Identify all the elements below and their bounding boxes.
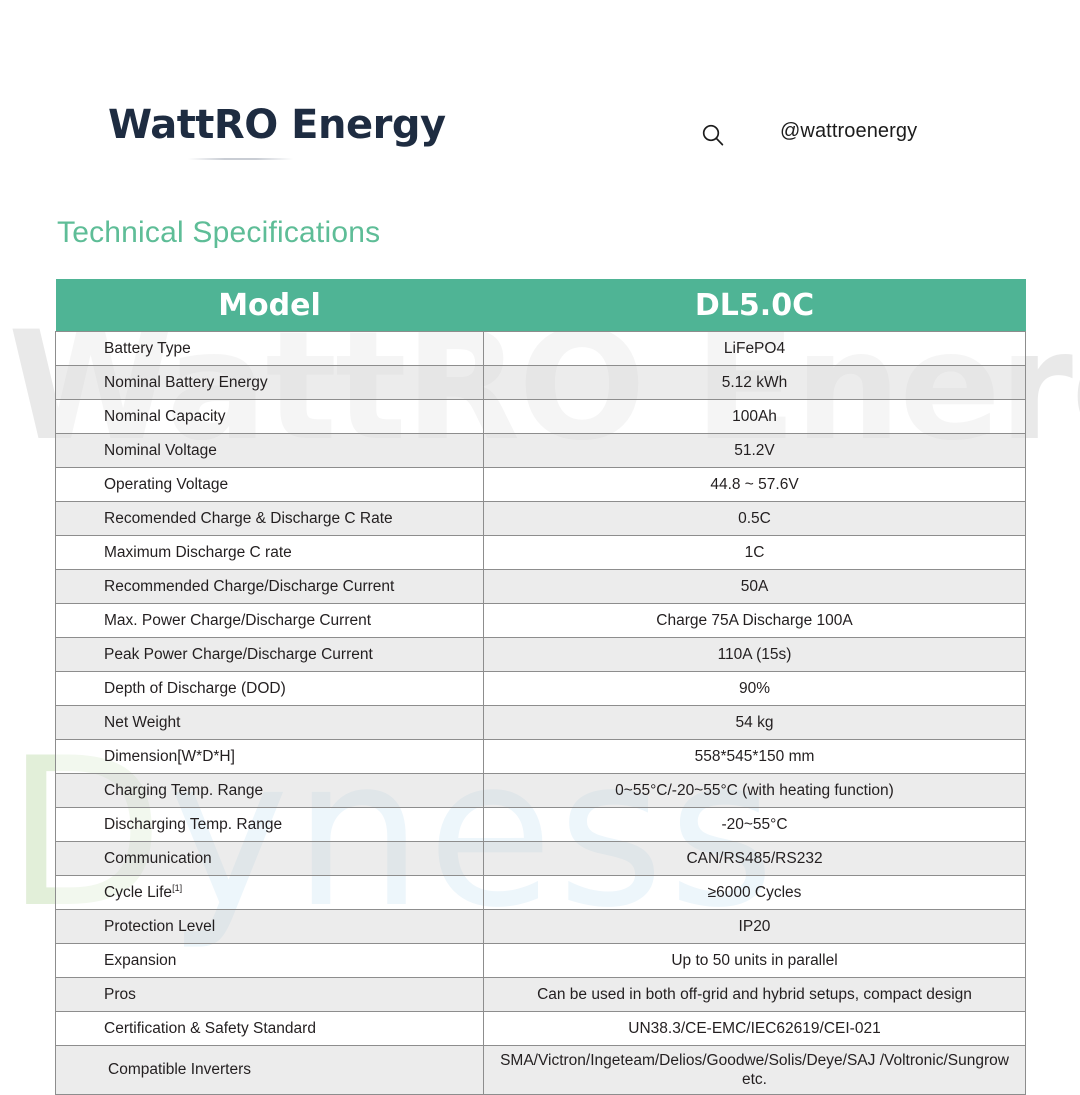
table-header-model: Model bbox=[55, 279, 484, 332]
spec-value: ≥6000 Cycles bbox=[483, 875, 1026, 910]
table-row: Depth of Discharge (DOD) 90% bbox=[55, 671, 1026, 706]
spec-label: Nominal Capacity bbox=[55, 399, 484, 434]
spec-value: -20~55°C bbox=[483, 807, 1026, 842]
table-body: Battery Type LiFePO4 Nominal Battery Energ… bbox=[55, 331, 1026, 1095]
spec-label: Communication bbox=[55, 841, 484, 876]
page-header: WattRO Energy @wattroenergy bbox=[0, 0, 1080, 200]
spec-value: 0~55°C/-20~55°C (with heating function) bbox=[483, 773, 1026, 808]
table-row: Compatible Inverters SMA/Victron/Ingeteam… bbox=[55, 1045, 1026, 1095]
table-header-product: DL5.0C bbox=[483, 279, 1026, 332]
spec-label: Compatible Inverters bbox=[55, 1045, 484, 1095]
table-row: Recommended Charge/Discharge Current 50A bbox=[55, 569, 1026, 604]
spec-value: 558*545*150 mm bbox=[483, 739, 1026, 774]
table-row: Dimension[W*D*H] 558*545*150 mm bbox=[55, 739, 1026, 774]
brand-name: WattRO Energy bbox=[108, 102, 446, 148]
spec-value: 44.8 ~ 57.6V bbox=[483, 467, 1026, 502]
spec-label: Nominal Voltage bbox=[55, 433, 484, 468]
table-row: Communication CAN/RS485/RS232 bbox=[55, 841, 1026, 876]
brand-underline bbox=[188, 158, 293, 160]
spec-label: Depth of Discharge (DOD) bbox=[55, 671, 484, 706]
table-row: Recomended Charge & Discharge C Rate 0.5C bbox=[55, 501, 1026, 536]
footnote-marker: [1] bbox=[172, 882, 183, 893]
spec-value: CAN/RS485/RS232 bbox=[483, 841, 1026, 876]
table-row: Charging Temp. Range 0~55°C/-20~55°C (wit… bbox=[55, 773, 1026, 808]
spec-value: IP20 bbox=[483, 909, 1026, 944]
spec-value: 50A bbox=[483, 569, 1026, 604]
spec-label: Discharging Temp. Range bbox=[55, 807, 484, 842]
table-row: Certification & Safety Standard UN38.3/CE… bbox=[55, 1011, 1026, 1046]
spec-label: Certification & Safety Standard bbox=[55, 1011, 484, 1046]
spec-label: Expansion bbox=[55, 943, 484, 978]
table-row: Battery Type LiFePO4 bbox=[55, 331, 1026, 366]
table-row: Peak Power Charge/Discharge Current 110A … bbox=[55, 637, 1026, 672]
table-row: Operating Voltage 44.8 ~ 57.6V bbox=[55, 467, 1026, 502]
table-row: Cycle Life[1] ≥6000 Cycles bbox=[55, 875, 1026, 910]
spec-label: Recomended Charge & Discharge C Rate bbox=[55, 501, 484, 536]
page-title: Technical Specifications bbox=[57, 216, 381, 249]
table-row: Protection Level IP20 bbox=[55, 909, 1026, 944]
table-row: Nominal Battery Energy 5.12 kWh bbox=[55, 365, 1026, 400]
spec-label: Cycle Life[1] bbox=[55, 875, 484, 910]
spec-label: Pros bbox=[55, 977, 484, 1012]
spec-label: Operating Voltage bbox=[55, 467, 484, 502]
table-row: Nominal Capacity 100Ah bbox=[55, 399, 1026, 434]
table-row: Nominal Voltage 51.2V bbox=[55, 433, 1026, 468]
spec-label: Peak Power Charge/Discharge Current bbox=[55, 637, 484, 672]
spec-label: Maximum Discharge C rate bbox=[55, 535, 484, 570]
table-row: Expansion Up to 50 units in parallel bbox=[55, 943, 1026, 978]
spec-label: Max. Power Charge/Discharge Current bbox=[55, 603, 484, 638]
search-icon[interactable] bbox=[700, 122, 726, 148]
brand-logo[interactable]: WattRO Energy bbox=[108, 105, 446, 160]
spec-value: 90% bbox=[483, 671, 1026, 706]
table-row: Pros Can be used in both off-grid and hyb… bbox=[55, 977, 1026, 1012]
social-handle[interactable]: @wattroenergy bbox=[780, 120, 918, 142]
technical-specifications-table: Model DL5.0C Battery Type LiFePO4 Nominal … bbox=[55, 279, 1026, 1095]
spec-value: Charge 75A Discharge 100A bbox=[483, 603, 1026, 638]
spec-value: 1C bbox=[483, 535, 1026, 570]
spec-value: 100Ah bbox=[483, 399, 1026, 434]
spec-label: Battery Type bbox=[55, 331, 484, 366]
spec-value: Up to 50 units in parallel bbox=[483, 943, 1026, 978]
spec-value: 54 kg bbox=[483, 705, 1026, 740]
spec-label: Dimension[W*D*H] bbox=[55, 739, 484, 774]
spec-value: 51.2V bbox=[483, 433, 1026, 468]
spec-label: Recommended Charge/Discharge Current bbox=[55, 569, 484, 604]
spec-value: UN38.3/CE-EMC/IEC62619/CEI-021 bbox=[483, 1011, 1026, 1046]
spec-label: Nominal Battery Energy bbox=[55, 365, 484, 400]
table-row: Maximum Discharge C rate 1C bbox=[55, 535, 1026, 570]
spec-value: Can be used in both off-grid and hybrid … bbox=[483, 977, 1026, 1012]
table-row: Net Weight 54 kg bbox=[55, 705, 1026, 740]
table-header-row: Model DL5.0C bbox=[55, 279, 1026, 332]
spec-value: SMA/Victron/Ingeteam/Delios/Goodwe/Solis… bbox=[483, 1045, 1026, 1095]
table-row: Max. Power Charge/Discharge Current Charg… bbox=[55, 603, 1026, 638]
spec-label: Protection Level bbox=[55, 909, 484, 944]
spec-value: 0.5C bbox=[483, 501, 1026, 536]
spec-label: Charging Temp. Range bbox=[55, 773, 484, 808]
spec-value: 110A (15s) bbox=[483, 637, 1026, 672]
table-row: Discharging Temp. Range -20~55°C bbox=[55, 807, 1026, 842]
spec-value: 5.12 kWh bbox=[483, 365, 1026, 400]
spec-label: Net Weight bbox=[55, 705, 484, 740]
spec-value: LiFePO4 bbox=[483, 331, 1026, 366]
